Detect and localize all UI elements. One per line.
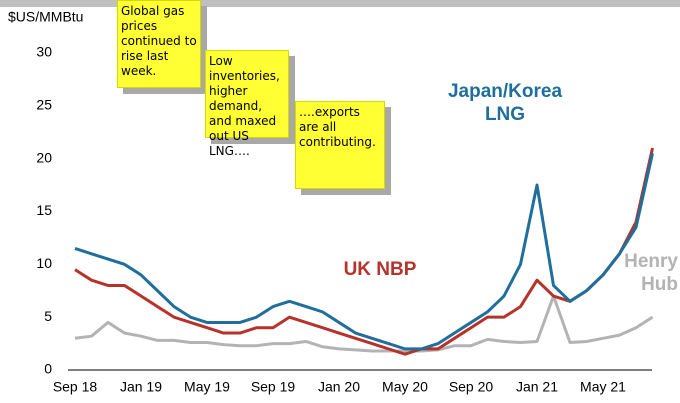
x-tick-label: May 20	[382, 379, 428, 395]
series-line	[74, 147, 654, 356]
y-tick-label: 0	[44, 361, 52, 377]
y-axis-label: $US/MMBtu	[8, 9, 83, 25]
note: Global gas prices continued to rise last…	[117, 0, 201, 88]
note: ….exports are all contributing.	[295, 101, 385, 189]
header-band	[0, 0, 680, 7]
series-label: UK NBP	[343, 259, 417, 280]
x-tick-label: Sep 18	[53, 379, 98, 395]
x-tick-label: Jan 20	[318, 379, 360, 395]
x-tick-label: May 19	[184, 379, 230, 395]
y-tick-label: 30	[36, 44, 52, 60]
x-tick-label: May 21	[580, 379, 626, 395]
y-tick-label: 25	[36, 97, 52, 113]
series-line	[74, 153, 654, 351]
y-tick-label: 15	[36, 202, 52, 218]
series-line	[74, 294, 654, 353]
x-tick-label: Sep 20	[449, 379, 494, 395]
x-tick-label: Jan 21	[516, 379, 558, 395]
y-tick-label: 10	[36, 255, 52, 271]
series-label: Henry Hub	[624, 251, 678, 295]
x-tick-label: Sep 19	[251, 379, 296, 395]
note: Low inventories, higher demand, and maxe…	[205, 50, 289, 158]
y-tick-label: 20	[36, 149, 52, 165]
x-tick-label: Jan 19	[120, 379, 162, 395]
series-label: Japan/Korea LNG	[447, 81, 563, 125]
y-tick-label: 5	[44, 308, 52, 324]
